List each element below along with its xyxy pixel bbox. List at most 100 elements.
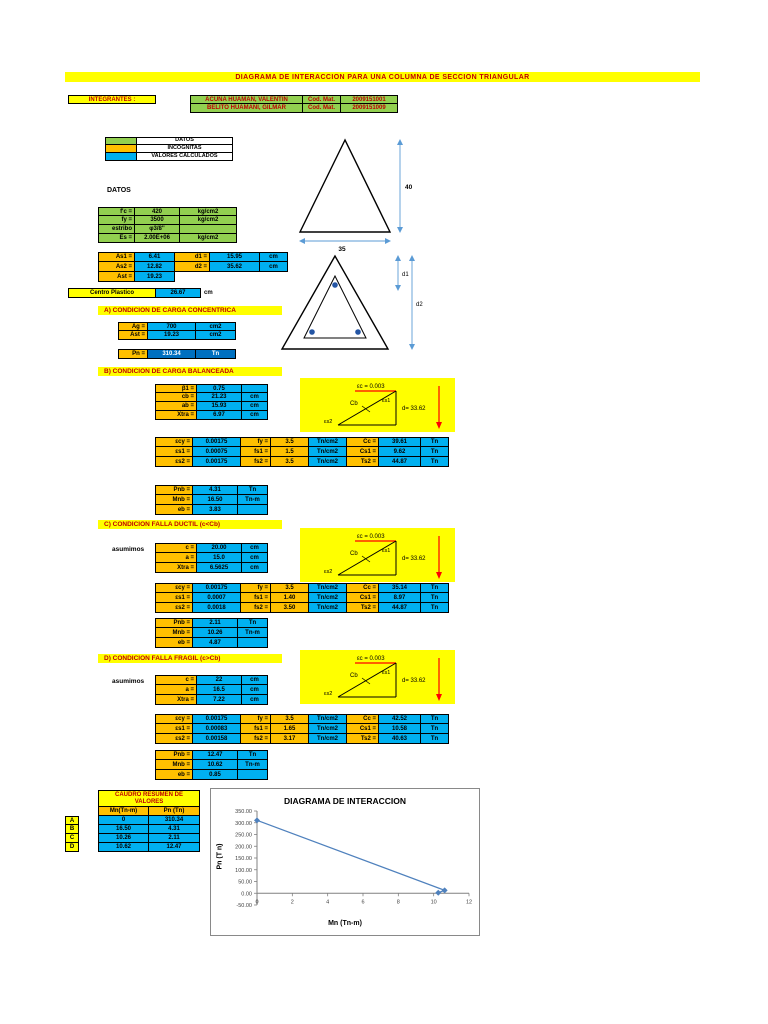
- stress-label: fs1 =: [241, 724, 271, 734]
- arrow-down-icon: [436, 572, 442, 579]
- param-value: 21.23: [197, 393, 242, 402]
- svg-text:50.00: 50.00: [238, 880, 252, 886]
- summary-row: 16.50 4.31: [98, 825, 200, 834]
- d1-dim-label: d1: [402, 272, 409, 278]
- param-unit: cm: [242, 393, 268, 402]
- param-unit: cm: [242, 543, 268, 553]
- summary-mn-value: 10.62: [98, 843, 149, 852]
- strain-label: εs2 =: [155, 603, 193, 613]
- ec-strain-label: εc = 0.003: [357, 656, 385, 662]
- summary-letter-row: D: [65, 843, 79, 852]
- param-label: cb =: [155, 393, 197, 402]
- stress-unit: Tn/cm2: [309, 447, 347, 457]
- centro-plastico-unit: cm: [204, 290, 213, 296]
- arrow-up-icon: [409, 255, 415, 261]
- stress-label: fs2 =: [241, 457, 271, 467]
- d-unit: cm: [260, 252, 288, 262]
- datos-row: f'c = 420 kg/cm2: [98, 207, 237, 216]
- param-unit: [242, 384, 268, 393]
- legend-row: INCOGNITAS: [105, 145, 233, 153]
- a-unit: cm2: [196, 322, 236, 331]
- d-value: 15.95: [210, 252, 260, 262]
- param-value: 0.75: [197, 384, 242, 393]
- outer-triangle: [280, 254, 390, 350]
- force-row: εs2 = 0.00175 fs2 = 3.5 Tn/cm2 Ts2 = 44.…: [155, 457, 449, 467]
- a-value: 19.23: [148, 331, 196, 340]
- datos-row: fy = 3500 kg/cm2: [98, 216, 237, 225]
- as-row: As2 = 12.82 d2 = 35.62 cm: [98, 262, 288, 272]
- depth-label: d= 33.62: [402, 678, 426, 684]
- param-value: 7.22: [197, 695, 242, 705]
- summary-letter-row: A: [65, 816, 79, 825]
- summary-letter: B: [65, 825, 79, 834]
- member-name: BELITO HUAMANI, GILMAR: [190, 104, 303, 113]
- result-unit: Tn: [238, 750, 268, 760]
- result-unit: Tn-m: [238, 628, 268, 638]
- section-a-table: Ag = 700 cm2 Ast = 19.23 cm2: [118, 322, 236, 340]
- summary-title-line2: VALORES: [134, 798, 164, 805]
- stress-unit: Tn/cm2: [309, 583, 347, 593]
- strain-value: 0.00175: [193, 583, 241, 593]
- force-unit: Tn: [421, 583, 449, 593]
- cb-label: Cb: [350, 551, 358, 557]
- legend-label: INCOGNITAS: [137, 145, 233, 153]
- datos-unit: [180, 225, 237, 234]
- param-label: Xtra =: [155, 411, 197, 420]
- result-value: 10.62: [193, 760, 238, 770]
- b-results-table: Pnb = 4.31 Tn Mnb = 16.50 Tn-m eb = 3.83: [155, 485, 268, 515]
- datos-heading: DATOS: [107, 187, 131, 194]
- strain-diagram-svg: εc = 0.003 Cb εs1 εs2 d= 33.62: [324, 656, 442, 701]
- stress-label: fy =: [241, 714, 271, 724]
- as-row: As1 = 6.41 d1 = 15.95 cm: [98, 252, 288, 262]
- cb-label: Cb: [350, 401, 358, 407]
- legend-swatch: [105, 153, 137, 161]
- as-label: As2 =: [98, 262, 135, 272]
- result-unit: [238, 770, 268, 780]
- datos-value: φ3/8'': [135, 225, 180, 234]
- legend-row: DATOS: [105, 137, 233, 145]
- d-value: 35.62: [210, 262, 260, 272]
- interaction-chart: 350.00 300.00 250.00 200.00 150.00 100.00 50.0…: [210, 788, 480, 936]
- param-label: c =: [155, 675, 197, 685]
- d-forces-table: εcy = 0.00175 fy = 3.5 Tn/cm2 Cc = 42.52…: [155, 714, 449, 744]
- stress-unit: Tn/cm2: [309, 437, 347, 447]
- datos-value: 420: [135, 207, 180, 216]
- as-rows: As1 = 6.41 d1 = 15.95 cm As2 = 12.82 d2 …: [98, 252, 288, 272]
- reinforcement-section-diagram: d1 d2: [280, 254, 423, 350]
- svg-text:100.00: 100.00: [235, 868, 252, 874]
- arrow-down-icon: [395, 285, 401, 291]
- param-row: β1 = 0.75: [155, 384, 268, 393]
- legend: DATOS INCOGNITAS VALORES CALCULADOS: [105, 137, 233, 161]
- result-row: eb = 3.83: [155, 505, 268, 515]
- summary-mn-value: 16.50: [98, 825, 149, 834]
- datos-unit: kg/cm2: [180, 216, 237, 225]
- summary-letter-column: A B C D: [65, 816, 79, 852]
- summary-pn-value: 4.31: [149, 825, 200, 834]
- svg-text:0: 0: [255, 899, 258, 905]
- stress-value: 1.40: [271, 593, 309, 603]
- datos-value: 3500: [135, 216, 180, 225]
- force-unit: Tn: [421, 447, 449, 457]
- stress-unit: Tn/cm2: [309, 593, 347, 603]
- chart-y-axis-title: Pn (T n): [216, 843, 224, 870]
- datos-unit: kg/cm2: [180, 207, 237, 216]
- svg-text:10: 10: [431, 899, 437, 905]
- param-label: ab =: [155, 402, 197, 411]
- member-cod-label: Cod. Mat.: [303, 95, 341, 104]
- stress-value: 1.5: [271, 447, 309, 457]
- result-label: eb =: [155, 638, 193, 648]
- es2-label: εs2: [324, 569, 332, 575]
- c-forces-table: εcy = 0.00175 fy = 3.5 Tn/cm2 Cc = 35.14…: [155, 583, 449, 613]
- member-row: ACUÑA HUAMAN, VALENTIN Cod. Mat. 2009151…: [190, 95, 398, 104]
- result-label: eb =: [155, 505, 193, 515]
- legend-label: VALORES CALCULADOS: [137, 153, 233, 161]
- stress-unit: Tn/cm2: [309, 734, 347, 744]
- param-unit: cm: [242, 411, 268, 420]
- summary-pn-value: 12.47: [149, 843, 200, 852]
- section-c-title: C) CONDICION FALLA DUCTIL (c<Cb): [98, 520, 282, 529]
- result-unit: Tn: [238, 618, 268, 628]
- strain-value: 0.0018: [193, 603, 241, 613]
- result-row: Mnb = 10.62 Tn-m: [155, 760, 268, 770]
- pn-label: Pn =: [118, 349, 148, 359]
- summary-row: 0 310.34: [98, 816, 200, 825]
